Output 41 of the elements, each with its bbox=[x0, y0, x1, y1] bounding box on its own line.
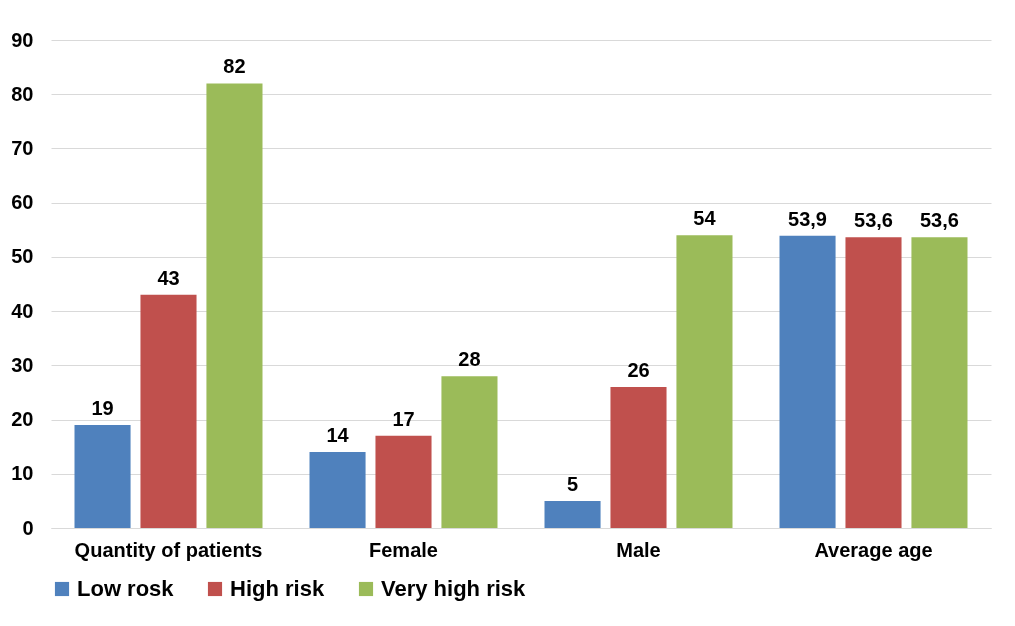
data-label: 43 bbox=[157, 266, 180, 289]
y-tick-label: 0 bbox=[22, 516, 34, 539]
y-tick-label: 20 bbox=[11, 408, 34, 431]
bar bbox=[206, 83, 263, 528]
data-label: 17 bbox=[392, 407, 415, 430]
x-tick-label: Male bbox=[616, 538, 661, 561]
bar bbox=[676, 235, 733, 528]
bar bbox=[911, 237, 968, 528]
data-label: 14 bbox=[326, 424, 350, 447]
y-tick-label: 40 bbox=[11, 299, 34, 322]
y-tick-label: 90 bbox=[11, 28, 34, 51]
x-tick-label: Average age bbox=[814, 538, 933, 561]
legend-label: Very high risk bbox=[381, 576, 527, 601]
bar bbox=[309, 452, 366, 528]
x-tick-label: Female bbox=[369, 538, 438, 561]
y-tick-label: 60 bbox=[11, 191, 34, 214]
bar bbox=[779, 235, 836, 528]
bar bbox=[375, 435, 432, 528]
bar bbox=[845, 237, 902, 528]
data-label: 82 bbox=[223, 55, 246, 78]
bar bbox=[140, 294, 197, 528]
y-tick-label: 30 bbox=[11, 353, 34, 376]
bar bbox=[610, 387, 667, 528]
data-label: 53,9 bbox=[788, 207, 827, 230]
data-label: 54 bbox=[693, 207, 717, 230]
bar bbox=[544, 500, 601, 528]
data-label: 53,6 bbox=[854, 209, 893, 232]
data-label: 28 bbox=[458, 348, 481, 371]
bar bbox=[441, 376, 498, 528]
y-tick-label: 50 bbox=[11, 245, 34, 268]
legend-label: Low rosk bbox=[77, 576, 175, 601]
data-label: 53,6 bbox=[920, 209, 959, 232]
data-label: 26 bbox=[627, 359, 650, 382]
bar bbox=[74, 424, 131, 528]
data-label: 5 bbox=[566, 472, 579, 495]
y-tick-label: 70 bbox=[11, 136, 34, 159]
x-tick-label: Quantity of patients bbox=[74, 538, 263, 561]
y-tick-label: 80 bbox=[11, 82, 34, 105]
data-label: 19 bbox=[91, 396, 114, 419]
legend-label: High risk bbox=[230, 576, 325, 601]
y-tick-label: 10 bbox=[11, 462, 34, 485]
